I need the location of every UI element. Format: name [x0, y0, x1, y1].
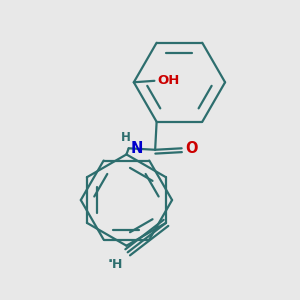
Text: H: H — [122, 130, 131, 144]
Text: OH: OH — [157, 74, 179, 87]
Text: O: O — [185, 141, 198, 156]
Text: H: H — [112, 258, 122, 271]
Text: N: N — [131, 141, 143, 156]
Text: ·: · — [107, 255, 112, 269]
